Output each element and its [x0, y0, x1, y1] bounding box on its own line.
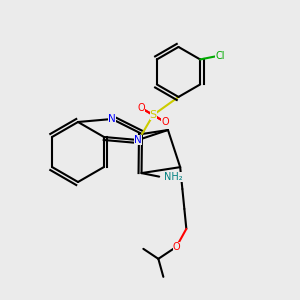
Text: O: O [137, 103, 145, 113]
Text: NH₂: NH₂ [164, 172, 183, 182]
Text: N: N [134, 135, 142, 145]
Text: N: N [108, 114, 116, 124]
Text: Cl: Cl [215, 51, 225, 62]
Text: O: O [161, 117, 169, 127]
Text: O: O [172, 242, 180, 252]
Text: S: S [150, 110, 157, 120]
